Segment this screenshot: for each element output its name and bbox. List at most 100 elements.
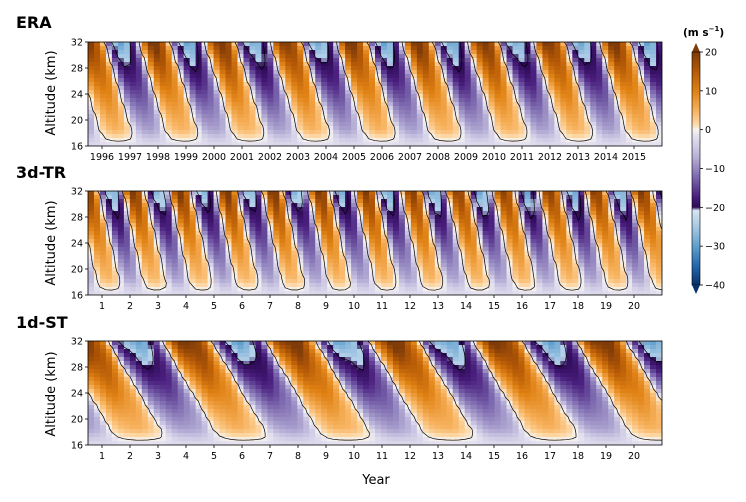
heatmap-cell [506,287,514,292]
heatmap-cell [530,142,538,146]
heatmap-cell [93,42,101,47]
heatmap-cell [117,62,125,67]
heatmap-cell [201,78,209,83]
heatmap-cell [273,94,280,99]
heatmap-cell [285,70,292,75]
heatmap-cell [111,130,119,135]
heatmap-cell [279,118,286,123]
heatmap-cell [303,287,310,292]
heatmap-cell [147,122,155,127]
heatmap-cell [111,142,119,146]
heatmap-cell [333,243,340,248]
heatmap-cell [452,70,460,75]
heatmap-cell [375,94,382,99]
heatmap-cell [303,78,310,83]
heatmap-cell [153,50,161,55]
heatmap-cell [608,90,615,95]
heatmap-cell [129,78,137,83]
heatmap-cell [482,235,490,240]
heatmap-cell [351,126,358,131]
heatmap-cell [141,191,149,196]
heatmap-cell [518,74,526,79]
heatmap-cell [99,207,107,212]
heatmap-cell [93,247,101,252]
heatmap-cell [147,195,155,200]
heatmap-cell [620,126,627,131]
heatmap-cell [578,70,585,75]
heatmap-cell [476,70,484,75]
heatmap-cell [327,94,334,99]
heatmap-cell [446,255,454,260]
heatmap-cell [88,247,95,252]
heatmap-cell [141,42,149,47]
heatmap-cell [315,86,322,91]
heatmap-cell [494,239,502,244]
heatmap-cell [315,46,322,51]
heatmap-cell [506,46,514,51]
heatmap-cell [261,114,268,119]
heatmap-cell [333,227,340,232]
heatmap-cell [620,227,627,232]
heatmap-cell [237,134,245,139]
heatmap-cell [590,90,597,95]
heatmap-cell [279,90,286,95]
heatmap-cell [416,199,424,204]
heatmap-cell [333,279,340,284]
heatmap-cell [638,227,645,232]
heatmap-cell [548,46,555,51]
heatmap-cell [644,287,651,292]
heatmap-cell [303,215,310,220]
heatmap-cell [578,102,585,107]
heatmap-cell [267,247,274,252]
heatmap-cell [650,74,657,79]
heatmap-cell [476,271,484,276]
heatmap-cell [530,62,538,67]
heatmap-cell [135,239,143,244]
heatmap-cell [566,191,573,196]
heatmap-cell [482,231,490,236]
heatmap-cell [608,251,615,256]
heatmap-cell [548,199,555,204]
heatmap-cell [452,251,460,256]
heatmap-cell [231,62,239,67]
heatmap-cell [159,74,167,79]
heatmap-cell [303,251,310,256]
heatmap-cell [339,110,346,115]
heatmap-cell [231,98,239,103]
heatmap-cell [566,130,573,135]
heatmap-cell [117,279,125,284]
heatmap-cell [542,267,549,272]
heatmap-cell [255,62,262,67]
heatmap-cell [458,62,466,67]
heatmap-cell [159,102,167,107]
heatmap-cell [345,46,352,51]
heatmap-cell [321,54,328,59]
heatmap-cell [608,203,615,208]
heatmap-cell [123,58,131,63]
heatmap-cell [273,195,280,200]
heatmap-cell [494,70,502,75]
heatmap-cell [261,247,268,252]
heatmap-cell [291,46,298,51]
heatmap-cell [273,271,280,276]
heatmap-cell [357,211,364,216]
heatmap-cell [129,102,137,107]
heatmap-cell [398,90,406,95]
heatmap-cell [386,211,394,216]
heatmap-cell [464,263,472,268]
heatmap-cell [416,239,424,244]
heatmap-cell [375,130,382,135]
heatmap-cell [386,82,394,87]
heatmap-cell [255,130,262,135]
heatmap-cell [542,126,549,131]
heatmap-cell [213,211,221,216]
heatmap-cell [638,110,645,115]
heatmap-cell [530,203,538,208]
heatmap-cell [488,191,496,196]
heatmap-cell [452,50,460,55]
heatmap-cell [656,271,662,276]
heatmap-cell [464,114,472,119]
heatmap-cell [165,275,173,280]
heatmap-cell [291,275,298,280]
heatmap-cell [159,219,167,224]
